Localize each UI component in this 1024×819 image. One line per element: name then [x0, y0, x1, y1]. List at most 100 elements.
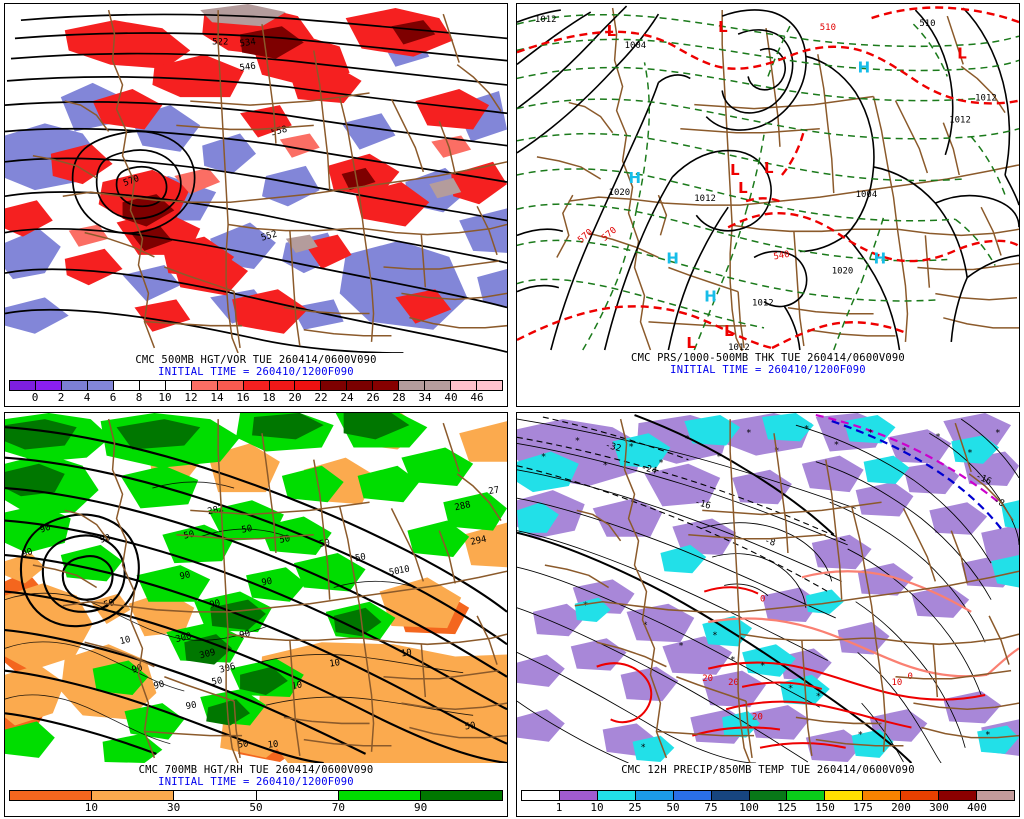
- svg-text:50: 50: [464, 721, 476, 733]
- colorbar-tick-label: 150: [815, 801, 835, 814]
- panel-700mb-hgt-rh: 90 90 90 90 90 90 90 90 90 90 10 10 10 1…: [0, 409, 512, 819]
- colorbar-tick-label: 100: [739, 801, 759, 814]
- svg-text:10: 10: [892, 678, 903, 688]
- colorbar-swatch: [191, 381, 218, 390]
- temp-contour-bold: [517, 414, 913, 763]
- colorbar-tick-label: 22: [314, 391, 328, 404]
- colorbar-tick-label: 16: [236, 391, 250, 404]
- svg-text:*: *: [788, 684, 793, 694]
- panel-caption-prs: CMC PRS/1000-500MB THK TUE 260414/0600V0…: [517, 351, 1019, 376]
- colorbar-swatch: [61, 381, 88, 390]
- colorbar-swatch: [92, 791, 175, 800]
- svg-text:*: *: [712, 631, 717, 641]
- svg-text:*: *: [678, 641, 683, 651]
- svg-text:*: *: [868, 428, 873, 438]
- colorbar-swatch: [425, 381, 452, 390]
- colorbar-tick-label: 24: [340, 391, 354, 404]
- svg-text:*: *: [629, 442, 634, 452]
- svg-text:546: 546: [239, 61, 256, 73]
- colorbar-swatch: [825, 791, 864, 800]
- panel-precip-850temp: 20 20 10 0 20 0 -32 -24 -16 -8 -16 -8: [512, 409, 1024, 819]
- low-symbol: L: [764, 159, 774, 177]
- colorbar-tick-label: 34: [418, 391, 432, 404]
- precip-colorbar-swatches: [521, 790, 1015, 801]
- svg-text:90: 90: [261, 577, 273, 589]
- svg-text:90: 90: [153, 679, 166, 691]
- colorbar-swatch: [977, 791, 1014, 800]
- colorbar-swatch: [269, 381, 296, 390]
- temp-labels-warm: 20 20 10 0 20 0: [702, 595, 913, 723]
- colorbar-tick-label: 70: [331, 801, 345, 814]
- thickness-contours-green: [517, 13, 1019, 351]
- svg-text:-24: -24: [640, 463, 658, 477]
- svg-text:306: 306: [218, 662, 236, 676]
- colorbar-swatch: [139, 381, 166, 390]
- colorbar-tick-label: 8: [135, 391, 143, 404]
- svg-text:1012: 1012: [949, 116, 971, 126]
- svg-text:510: 510: [820, 23, 836, 33]
- colorbar-swatch: [165, 381, 192, 390]
- svg-text:552: 552: [260, 229, 278, 243]
- svg-text:*: *: [716, 453, 721, 463]
- colorbar-swatch: [939, 791, 978, 800]
- no-colorbar-spacer: [517, 376, 1019, 406]
- svg-text:*: *: [804, 424, 809, 434]
- svg-text:*: *: [603, 461, 608, 471]
- svg-text:90: 90: [39, 523, 52, 536]
- precip-colorbar-ticks: 1 10 25 50 75 100 125 150 175 200 300 400: [521, 801, 1015, 815]
- map-700mb-hgt-rh: 90 90 90 90 90 90 90 90 90 90 10 10 10 1…: [5, 413, 507, 763]
- colorbar-swatch: [10, 791, 93, 800]
- svg-text:50: 50: [211, 676, 223, 688]
- relative-humidity-colorbar: 10 30 50 70 90: [5, 788, 507, 816]
- svg-text:90: 90: [239, 629, 252, 641]
- precipitation-colorbar: 1 10 25 50 75 100 125 150 175 200 300 400: [517, 788, 1019, 816]
- colorbar-swatch: [321, 381, 348, 390]
- colorbar-swatch: [522, 791, 560, 800]
- colorbar-tick-label: 4: [83, 391, 91, 404]
- colorbar-tick-label: 2: [57, 391, 65, 404]
- svg-text:50: 50: [279, 534, 291, 546]
- colorbar-tick-label: 30: [167, 801, 181, 814]
- colorbar-swatch: [477, 381, 503, 390]
- colorbar-swatch: [559, 791, 598, 800]
- svg-text:1020: 1020: [832, 267, 854, 277]
- colorbar-tick-label: 400: [967, 801, 987, 814]
- svg-text:*: *: [901, 447, 906, 457]
- low-symbol: L: [686, 334, 696, 351]
- svg-text:*: *: [658, 459, 663, 469]
- colorbar-tick-label: 75: [704, 801, 718, 814]
- colorbar-swatch: [597, 791, 636, 800]
- svg-text:1012: 1012: [752, 299, 774, 309]
- panel-caption-700mb: CMC 700MB HGT/RH TUE 260414/0600V090 INI…: [5, 763, 507, 788]
- svg-text:510: 510: [919, 19, 935, 29]
- colorbar-swatch: [787, 791, 826, 800]
- svg-text:*: *: [575, 436, 580, 446]
- initial-time-text: INITIAL TIME = 260410/1200F090: [670, 364, 866, 376]
- svg-text:540: 540: [773, 250, 791, 263]
- colorbar-swatch: [373, 381, 400, 390]
- vorticity-colorbar: 0 2 4 6 8 10 12 14 16 18 20 22 24 26 28 34 40 46: [5, 378, 507, 406]
- colorbar-tick-label: 6: [109, 391, 117, 404]
- colorbar-tick-label: 14: [210, 391, 224, 404]
- colorbar-tick-label: 28: [392, 391, 406, 404]
- height-contours-500mb: [5, 13, 507, 353]
- colorbar-tick-label: 18: [262, 391, 276, 404]
- svg-text:90: 90: [185, 700, 197, 712]
- initial-time-text: INITIAL TIME = 260410/1200F090: [158, 776, 354, 788]
- svg-text:282: 282: [207, 504, 225, 517]
- colorbar-tick-label: 46: [470, 391, 484, 404]
- colorbar-swatch: [635, 791, 674, 800]
- svg-text:90: 90: [21, 547, 34, 560]
- svg-text:90: 90: [99, 533, 112, 546]
- map-boundaries: [32, 9, 507, 353]
- svg-text:*: *: [935, 432, 940, 442]
- svg-text:*: *: [858, 731, 863, 741]
- colorbar-tick-label: 20: [288, 391, 302, 404]
- panel-500mb-hgt-vor: 522 534 546 558 552 570: [0, 0, 512, 409]
- colorbar-tick-label: 25: [628, 801, 642, 814]
- colorbar-tick-label: 175: [853, 801, 873, 814]
- svg-text:50: 50: [241, 524, 253, 536]
- colorbar-tick-label: 12: [184, 391, 198, 404]
- colorbar-swatch: [901, 791, 940, 800]
